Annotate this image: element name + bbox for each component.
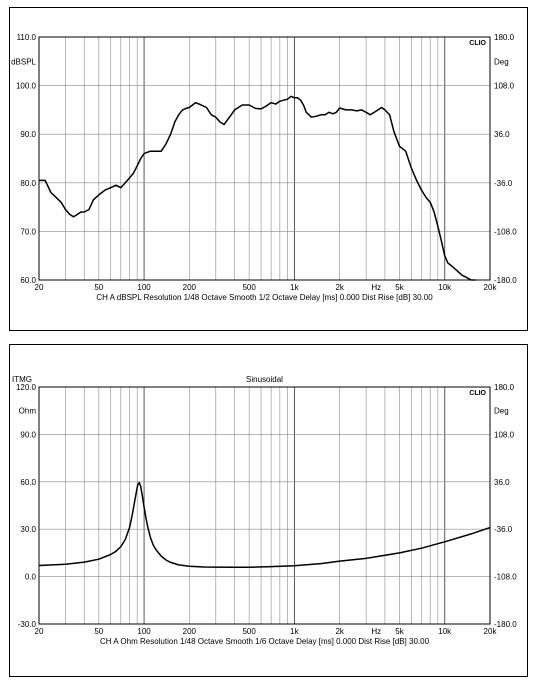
x-tick-label: 1k: [290, 283, 299, 292]
measurement-info: CH A dBSPL Resolution 1/48 Octave Smooth…: [96, 293, 433, 302]
x-axis-unit: Hz: [371, 283, 381, 292]
y-tick-label-right: 180.0: [494, 33, 515, 42]
x-tick-label: 100: [137, 627, 151, 636]
y-tick-label-left: 90.0: [20, 430, 36, 439]
y-tick-label-right: -108.0: [494, 227, 517, 236]
clio-logo: CLIO: [469, 40, 486, 47]
spl-chart-panel: 110.0 100.0 90.0 80.0 70.0 60.0 180.0 108.0 36.0…: [9, 7, 528, 331]
y-tick-label-right: -36.0: [494, 179, 513, 188]
y-axis-unit-left: Ohm: [19, 407, 37, 416]
x-tick-label: 10k: [438, 627, 452, 636]
y-tick-label-left: 60.0: [20, 478, 36, 487]
x-tick-label: 500: [242, 627, 256, 636]
y-tick-label-left: 120.0: [16, 383, 37, 392]
y-tick-label-left: 0.0: [25, 573, 37, 582]
y-tick-label-right: 36.0: [494, 478, 510, 487]
y-axis-unit-left: dBSPL: [11, 57, 36, 66]
y-axis-unit-right: Deg: [494, 57, 509, 66]
x-tick-label: 100: [137, 283, 151, 292]
y-tick-label-right: -180.0: [494, 276, 517, 285]
data-series-line: [38, 481, 491, 569]
y-tick-label-right: 108.0: [494, 430, 515, 439]
data-series-line: [39, 95, 476, 281]
x-tick-label: 1k: [290, 627, 299, 636]
y-axis-unit-right: Deg: [494, 407, 509, 416]
y-tick-label-left: 80.0: [20, 179, 36, 188]
y-tick-label-right: -108.0: [494, 573, 517, 582]
x-tick-label: 20: [35, 283, 44, 292]
x-tick-label: 2k: [335, 283, 344, 292]
x-tick-label: 5k: [395, 283, 404, 292]
x-tick-label: 10k: [438, 283, 452, 292]
x-tick-label: 50: [94, 283, 103, 292]
x-tick-label: 500: [242, 283, 256, 292]
x-tick-label: 200: [183, 627, 197, 636]
x-tick-label: 20: [35, 627, 44, 636]
x-tick-label: 50: [94, 627, 103, 636]
x-tick-label: 200: [183, 283, 197, 292]
y-tick-label-right: 36.0: [494, 130, 510, 139]
y-tick-label-left: -30.0: [18, 620, 37, 629]
y-tick-label-right: -180.0: [494, 620, 517, 629]
top-left-label: ITMG: [12, 375, 32, 384]
y-tick-label-left: 60.0: [20, 276, 36, 285]
impedance-chart-panel: 120.0 90.0 60.0 30.0 0.0 -30.0 180.0 108.0 36.0 -…: [9, 344, 528, 677]
y-tick-label-left: 30.0: [20, 525, 36, 534]
measurement-info: CH A Ohm Resolution 1/48 Octave Smooth 1…: [100, 637, 430, 646]
y-tick-label-right: -36.0: [494, 525, 513, 534]
y-tick-label-left: 70.0: [20, 227, 36, 236]
plot-frame: [38, 36, 491, 281]
impedance-chart: 120.0 90.0 60.0 30.0 0.0 -30.0 180.0 108.0 36.0 -…: [12, 375, 517, 646]
y-tick-label-left: 100.0: [16, 82, 37, 91]
clio-logo: CLIO: [469, 390, 486, 397]
y-tick-label-left: 90.0: [20, 130, 36, 139]
y-tick-label-left: 110.0: [17, 33, 37, 42]
y-tick-label-right: 180.0: [494, 383, 515, 392]
y-tick-label-right: 108.0: [494, 82, 515, 91]
spl-chart: 110.0 100.0 90.0 80.0 70.0 60.0 180.0 108.0 36.0…: [11, 33, 517, 302]
x-tick-label: 5k: [395, 627, 404, 636]
x-tick-label: 2k: [335, 627, 344, 636]
x-axis-unit: Hz: [371, 627, 381, 636]
plot-frame: [38, 386, 491, 625]
x-tick-label: 20k: [484, 627, 498, 636]
x-tick-label: 20k: [484, 283, 498, 292]
chart-title: Sinusoidal: [246, 375, 283, 384]
